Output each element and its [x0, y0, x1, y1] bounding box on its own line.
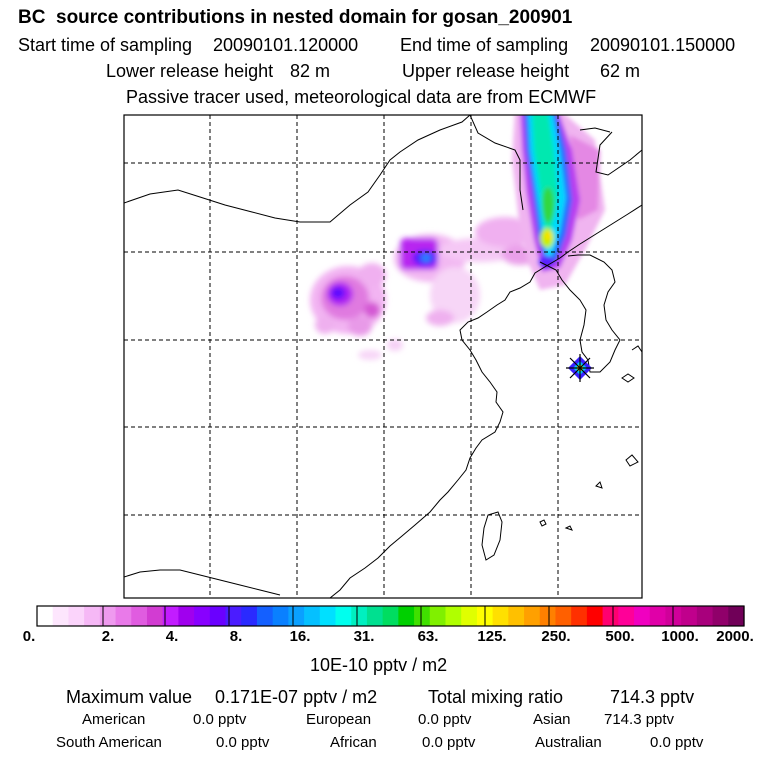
colorbar-tick-5: 31. [353, 628, 375, 645]
region-name: American [82, 711, 146, 728]
colorbar-swatch [618, 606, 635, 626]
colorbar-swatch [52, 606, 70, 626]
colorbar-tick-4: 16. [289, 628, 311, 645]
colorbar-swatch [131, 606, 148, 626]
start-time-value: 20090101.120000 [213, 35, 359, 55]
colorbar-swatch [414, 606, 431, 626]
colorbar-swatch [728, 606, 745, 626]
colorbar-swatch [696, 606, 714, 626]
region-name: African [330, 734, 377, 751]
end-time-label: End time of sampling [400, 35, 569, 55]
colorbar-swatch [288, 606, 305, 626]
map-grid [124, 115, 642, 598]
start-time-label: Start time of sampling [18, 35, 193, 55]
total-mixing-value: 714.3 pptv [610, 687, 695, 707]
colorbar-tick-0: 0. [22, 628, 36, 645]
max-value: 0.171E-07 pptv / m2 [215, 687, 378, 707]
colorbar-swatch [461, 606, 478, 626]
colorbar-swatch [335, 606, 352, 626]
colorbar [36, 605, 745, 627]
colorbar-swatch [241, 606, 258, 626]
lower-height-value: 82 m [290, 61, 331, 81]
colorbar-tick-2: 4. [165, 628, 179, 645]
region-value: 0.0 pptv [650, 734, 704, 751]
colorbar-swatch [146, 606, 164, 626]
colorbar-swatch [712, 606, 729, 626]
colorbar-swatch [508, 606, 525, 626]
colorbar-swatch [37, 606, 54, 626]
colorbar-swatch [351, 606, 368, 626]
colorbar-swatch [304, 606, 321, 626]
colorbar-swatch [586, 606, 604, 626]
colorbar-swatch [225, 606, 242, 626]
colorbar-swatch [429, 606, 447, 626]
lower-height-label: Lower release height [106, 61, 274, 81]
colorbar-swatch [382, 606, 399, 626]
colorbar-swatch [634, 606, 651, 626]
colorbar-tick-7: 125. [477, 628, 507, 645]
colorbar-swatch [178, 606, 195, 626]
chart-title: BC source contributions in nested domain… [18, 7, 573, 28]
colorbar-swatch [256, 606, 274, 626]
colorbar-swatch [539, 606, 557, 626]
tracer-note: Passive tracer used, meteorological data… [126, 87, 597, 107]
colorbar-swatch [272, 606, 289, 626]
colorbar-swatch [84, 606, 101, 626]
region-name: Australian [535, 734, 602, 751]
colorbar-swatch [649, 606, 667, 626]
region-name: South American [56, 734, 162, 751]
colorbar-swatch [602, 606, 619, 626]
colorbar-swatch [68, 606, 85, 626]
colorbar-swatch [366, 606, 384, 626]
colorbar-tick-6: 63. [417, 628, 439, 645]
region-value: 0.0 pptv [422, 734, 476, 751]
region-name: European [306, 711, 372, 728]
colorbar-tick-11: 2000. [716, 628, 754, 645]
colorbar-swatch [492, 606, 509, 626]
colorbar-swatch [319, 606, 337, 626]
colorbar-swatch [115, 606, 132, 626]
coastlines [124, 115, 642, 598]
colorbar-swatch [162, 606, 179, 626]
colorbar-swatch [398, 606, 415, 626]
colorbar-unit: 10E-10 pptv / m2 [310, 655, 448, 675]
colorbar-swatch [571, 606, 588, 626]
colorbar-tick-9: 500. [605, 628, 635, 645]
map-frame [123, 114, 643, 599]
colorbar-swatch [209, 606, 227, 626]
max-value-label: Maximum value [66, 687, 193, 707]
colorbar-tick-10: 1000. [661, 628, 699, 645]
region-value: 714.3 pptv [604, 711, 675, 728]
colorbar-tick-1: 2. [101, 628, 115, 645]
receptor-marker [566, 354, 594, 382]
colorbar-frame [36, 605, 745, 627]
total-mixing-label: Total mixing ratio [428, 687, 564, 707]
colorbar-swatch [665, 606, 682, 626]
region-name: Asian [533, 711, 571, 728]
colorbar-swatch [555, 606, 572, 626]
colorbar-tick-3: 8. [229, 628, 243, 645]
region-value: 0.0 pptv [193, 711, 247, 728]
colorbar-swatch [524, 606, 541, 626]
end-time-value: 20090101.150000 [590, 35, 736, 55]
colorbar-swatch [194, 606, 211, 626]
upper-height-value: 62 m [600, 61, 641, 81]
colorbar-swatch [681, 606, 698, 626]
plume-inner-mongolia [310, 263, 403, 360]
region-value: 0.0 pptv [216, 734, 270, 751]
colorbar-swatch [99, 606, 117, 626]
colorbar-swatch [445, 606, 462, 626]
colorbar-tick-8: 250. [541, 628, 571, 645]
upper-height-label: Upper release height [402, 61, 570, 81]
region-value: 0.0 pptv [418, 711, 472, 728]
